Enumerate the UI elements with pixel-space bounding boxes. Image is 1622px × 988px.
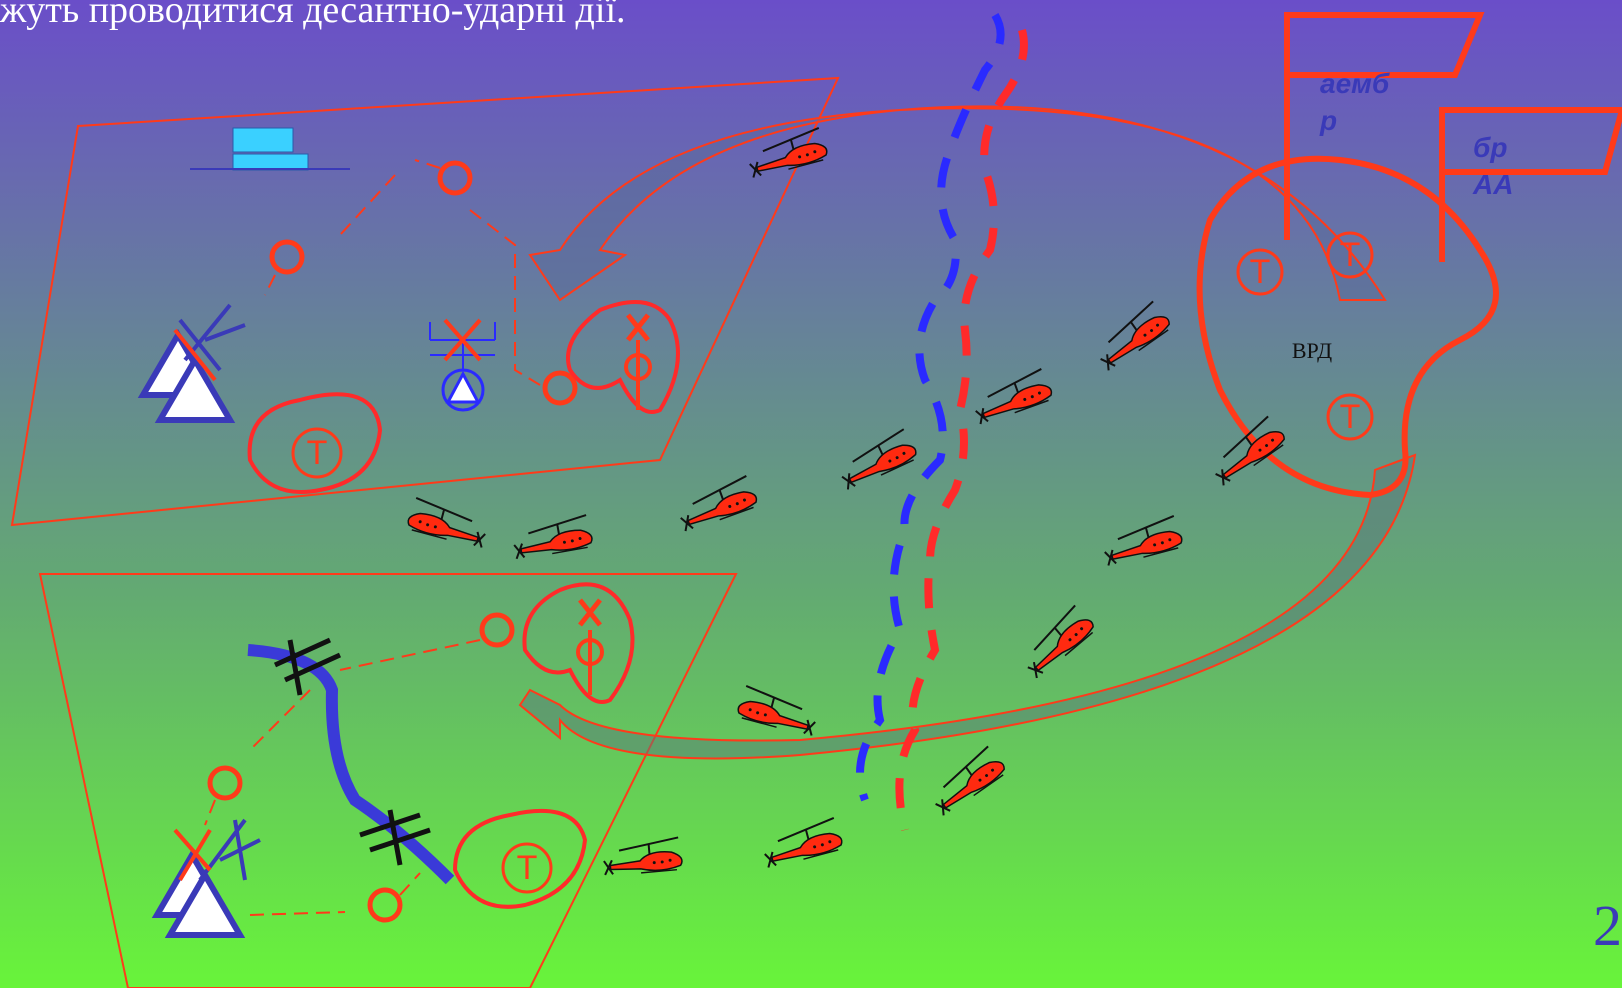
tank-mark: Т (1340, 236, 1361, 274)
caption: жуть проводитися десантно-ударні дії. (0, 0, 626, 31)
vrd-label: ВРД (1292, 338, 1332, 363)
flag-aemb (1284, 12, 1485, 240)
flag-label: АА (1472, 169, 1513, 200)
zone-lower (38, 573, 738, 988)
tank-mark: Т (1340, 398, 1361, 436)
tank-mark: Т (1250, 253, 1271, 291)
tank-mark: Т (307, 434, 328, 472)
flag-label: р (1319, 105, 1337, 136)
page-number: 2 (1593, 893, 1622, 958)
front-lines (856, 12, 1028, 831)
tank-mark: Т (517, 849, 538, 887)
flag-br-aa (1439, 107, 1622, 262)
lower-symbols (157, 582, 635, 935)
arrow-return-upper (528, 105, 1387, 302)
flag-label: аемб (1320, 68, 1390, 99)
flag-label: бр (1473, 132, 1507, 163)
upper-symbols (143, 127, 680, 494)
landing-area (1196, 155, 1499, 499)
arrow-return-lower (518, 453, 1417, 760)
zone-upper (10, 76, 840, 527)
